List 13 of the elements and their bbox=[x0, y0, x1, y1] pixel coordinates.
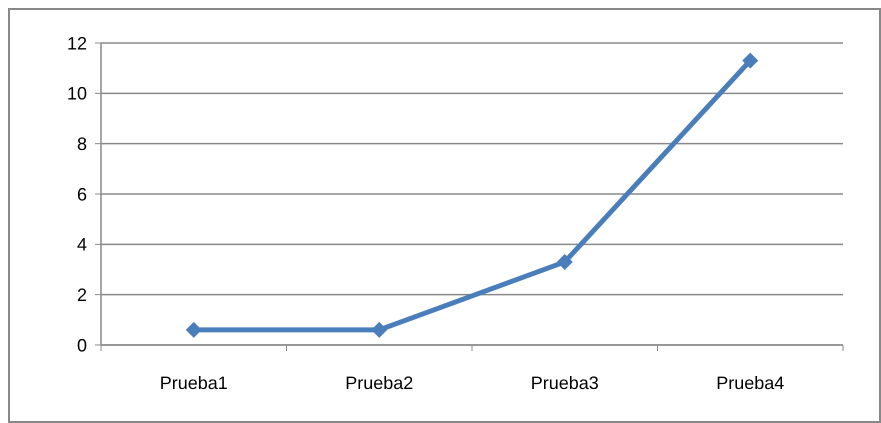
x-tick-label: Prueba1 bbox=[160, 373, 228, 393]
y-tick-label: 2 bbox=[76, 284, 87, 305]
x-tick-label: Prueba2 bbox=[345, 373, 414, 393]
y-tick-label: 8 bbox=[76, 134, 87, 154]
y-tick-label: 10 bbox=[66, 84, 87, 104]
y-tick-label: 12 bbox=[66, 33, 87, 54]
point bbox=[742, 52, 758, 69]
x-tick-label: Prueba4 bbox=[716, 373, 784, 393]
point bbox=[556, 254, 573, 270]
x-tick-label: Prueba3 bbox=[530, 373, 599, 393]
y-tick-label: 4 bbox=[76, 234, 87, 255]
y-tick-label: 6 bbox=[76, 184, 87, 204]
y-tick-label: 0 bbox=[76, 335, 87, 356]
